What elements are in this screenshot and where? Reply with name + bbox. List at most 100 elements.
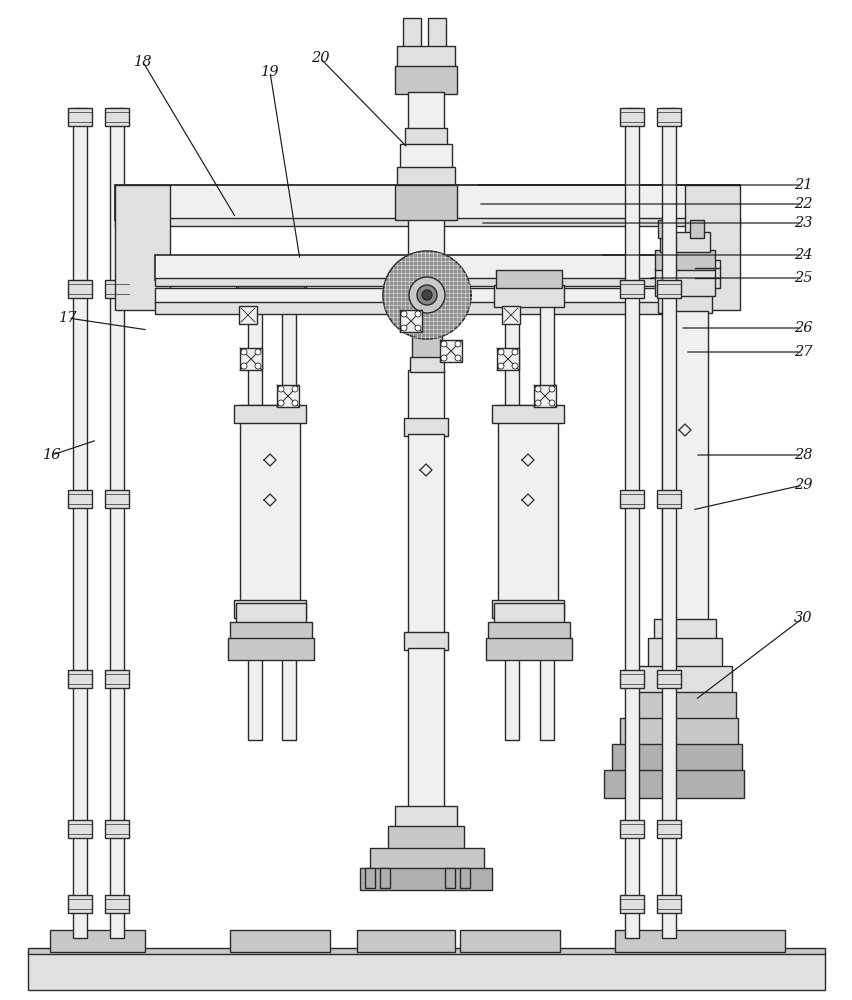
Bar [486,638,572,660]
Bar [656,895,680,913]
Bar [105,670,129,688]
Text: 16: 16 [43,448,61,462]
Bar [233,405,306,423]
Circle shape [408,277,445,313]
Bar [407,370,444,420]
Bar [105,820,129,838]
Bar [238,270,303,288]
Bar [68,670,92,688]
Circle shape [255,363,261,369]
Bar [115,218,740,226]
Bar [239,348,262,370]
Bar [405,128,446,146]
Circle shape [278,400,284,406]
Circle shape [440,355,446,361]
Bar [656,820,680,838]
Bar [487,622,569,640]
Bar [619,108,643,126]
Bar [68,820,92,838]
Bar [502,306,520,324]
Bar [115,185,740,220]
Text: 19: 19 [261,65,279,79]
Bar [440,340,462,362]
Bar [360,868,492,890]
Circle shape [498,363,504,369]
Circle shape [534,386,540,392]
Bar [155,278,699,286]
Bar [619,718,737,746]
Bar [400,310,422,332]
Bar [105,108,129,126]
Bar [694,260,719,288]
Bar [539,290,553,740]
Bar [394,806,457,828]
Circle shape [511,363,517,369]
Bar [614,930,784,952]
Bar [105,895,129,913]
Circle shape [241,349,247,355]
Circle shape [415,311,421,317]
Bar [239,405,300,605]
Circle shape [511,349,517,355]
Bar [603,770,743,798]
Bar [230,930,330,952]
Bar [68,490,92,508]
Bar [504,290,518,740]
Bar [407,434,444,634]
Circle shape [400,325,406,331]
Bar [627,692,735,720]
Text: 24: 24 [793,248,811,262]
Bar [445,868,454,888]
Bar [656,670,680,688]
Bar [407,92,444,130]
Bar [653,619,715,639]
Circle shape [278,386,284,392]
Bar [459,930,560,952]
Bar [115,185,170,310]
Bar [636,666,731,694]
Bar [407,648,444,808]
Bar [236,285,306,307]
Circle shape [440,341,446,347]
Circle shape [291,400,297,406]
Circle shape [454,341,460,347]
Bar [619,820,643,838]
Text: 25: 25 [793,271,811,285]
Text: 26: 26 [793,321,811,335]
Text: 29: 29 [793,478,811,492]
Text: 28: 28 [793,448,811,462]
Bar [657,295,711,313]
Bar [155,255,699,280]
Bar [493,285,563,307]
Bar [648,638,721,668]
Bar [654,268,714,296]
Bar [394,66,457,94]
Bar [28,948,824,954]
Bar [282,290,296,740]
Text: 22: 22 [793,197,811,211]
Text: 20: 20 [310,51,329,65]
Bar [661,108,675,938]
Text: 17: 17 [59,311,78,325]
Bar [357,930,454,952]
Bar [394,185,457,220]
Bar [625,108,638,938]
Bar [277,385,299,407]
Bar [533,385,556,407]
Bar [656,280,680,298]
Bar [656,490,680,508]
Bar [155,302,699,314]
Text: 23: 23 [793,216,811,230]
Bar [239,306,256,324]
Bar [498,405,557,605]
Bar [105,280,129,298]
Bar [400,144,452,169]
Bar [396,46,454,68]
Bar [68,280,92,298]
Bar [73,108,87,938]
Circle shape [241,363,247,369]
Bar [493,603,563,625]
Bar [68,895,92,913]
Bar [661,311,707,621]
Circle shape [549,386,555,392]
